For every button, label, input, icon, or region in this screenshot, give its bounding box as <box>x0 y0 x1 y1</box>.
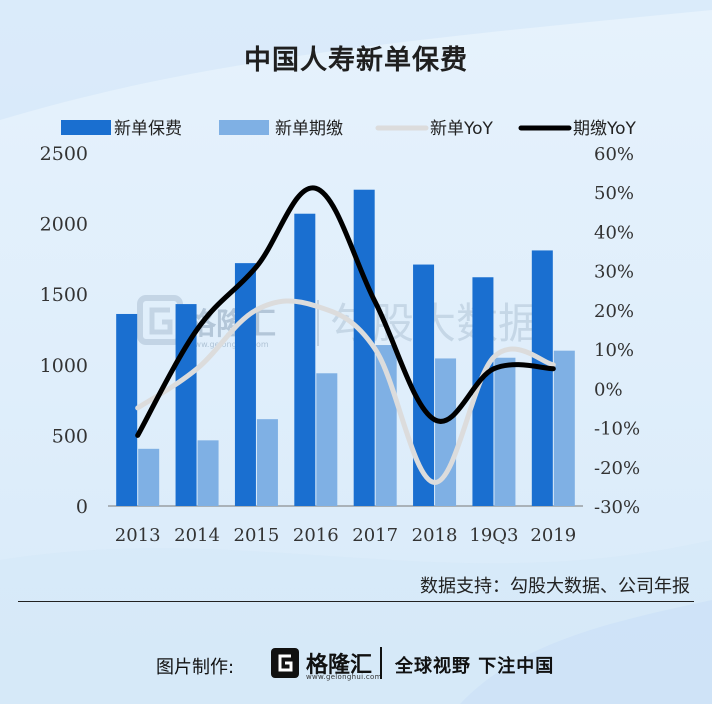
y-right-tick-label: 20% <box>594 301 634 322</box>
y-right-tick-label: 10% <box>594 340 634 361</box>
legend-swatch <box>219 120 269 135</box>
y-left-tick-label: 500 <box>52 425 88 447</box>
y-left-tick-label: 2500 <box>40 143 88 165</box>
y-right-tick-label: -20% <box>594 458 640 479</box>
line-qijiao-yoy <box>135 185 556 438</box>
bar-xindan-baofei <box>531 250 553 506</box>
y-right-tick-label: 0% <box>594 379 623 400</box>
legend-item: 新单期缴 <box>219 119 343 139</box>
y-right-tick-label: 40% <box>594 222 634 243</box>
bar-xindan-baofei <box>413 264 435 506</box>
bar-xindan-qijiao <box>138 448 160 506</box>
bar-xindan-qijiao <box>197 440 219 506</box>
y-left-tick-label: 1000 <box>40 355 88 377</box>
legend-label: 期缴YoY <box>573 119 637 139</box>
logo-url: www.gelonghui.com <box>306 673 382 681</box>
bar-xindan-qijiao <box>256 419 278 506</box>
footer-separator <box>380 647 382 679</box>
x-tick-label: 2019 <box>530 525 576 546</box>
y-right-tick-label: -10% <box>594 419 640 440</box>
y-left-tick-label: 1500 <box>40 284 88 306</box>
bar-xindan-baofei <box>116 313 138 506</box>
legend-item: 新单保费 <box>61 119 182 139</box>
divider <box>18 601 694 602</box>
bar-xindan-qijiao <box>494 357 516 506</box>
legend: 新单保费 新单期缴 新单YoY 期缴YoY <box>61 119 637 139</box>
made-by-label: 图片制作: <box>156 657 235 678</box>
y-right-tick-label: 30% <box>594 262 634 283</box>
x-tick-label: 2016 <box>293 525 339 546</box>
legend-label: 新单期缴 <box>275 119 343 139</box>
x-tick-label: 2015 <box>234 525 280 546</box>
axes: 0 500 1000 1500 2000 2500 -30% -20% -10% 0% 10% 20%… <box>40 143 640 546</box>
legend-item: 期缴YoY <box>518 119 637 139</box>
legend-label: 新单YoY <box>430 119 494 139</box>
bar-xindan-qijiao <box>553 350 575 506</box>
gelonghui-logo-icon <box>271 648 299 678</box>
x-tick-label: 2013 <box>115 525 161 546</box>
bar-xindan-qijiao <box>316 373 338 506</box>
x-tick-label: 2017 <box>352 525 398 546</box>
y-right-tick-label: 50% <box>594 183 634 204</box>
watermark-logo-icon <box>137 295 183 345</box>
y-left-tick-label: 2000 <box>40 214 88 236</box>
lines <box>135 185 556 485</box>
bar-xindan-baofei <box>294 213 316 506</box>
x-tick-label: 2018 <box>412 525 458 546</box>
x-tick-label: 2014 <box>174 525 220 546</box>
logo-name: 格隆汇 <box>306 653 373 678</box>
legend-swatch <box>61 120 111 135</box>
y-left-tick-label: 0 <box>76 496 88 518</box>
slogan: 全球视野 下注中国 <box>395 656 555 677</box>
bar-xindan-baofei <box>472 277 494 506</box>
source-note: 数据支持：勾股大数据、公司年报 <box>420 576 690 597</box>
legend-item: 新单YoY <box>375 119 494 139</box>
legend-label: 新单保费 <box>114 119 182 139</box>
watermark-url: www.gelonghui.com <box>188 340 269 349</box>
x-tick-label: 19Q3 <box>469 525 518 546</box>
y-right-tick-label: 60% <box>594 144 634 165</box>
bar-xindan-baofei <box>234 263 256 506</box>
footer: 图片制作: 格隆汇 www.gelonghui.com 全球视野 下注中国 <box>0 645 712 685</box>
y-right-tick-label: -30% <box>594 497 640 518</box>
chart-title: 中国人寿新单保费 <box>244 45 468 76</box>
